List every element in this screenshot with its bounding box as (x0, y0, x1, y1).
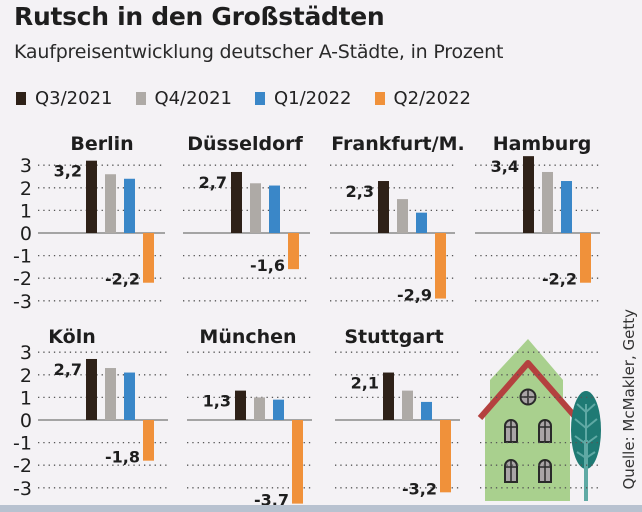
panel-köln: Köln 2,7 -1,8 (38, 326, 168, 489)
legend-label: Q3/2021 (35, 88, 113, 109)
panel-title: Köln (48, 326, 95, 348)
house-with-tree-icon (477, 339, 601, 501)
data-label: 2,7 (199, 173, 227, 192)
bottom-band (0, 505, 642, 512)
bar-q3-2021 (378, 181, 389, 233)
legend-swatch (16, 92, 26, 105)
data-label: 1,3 (203, 392, 231, 411)
bar-q4-2021 (397, 199, 408, 233)
panel-hamburg: Hamburg 3,4 -2,2 (475, 133, 600, 302)
bar-q3-2021 (383, 372, 394, 420)
y-tick-label: 2 (20, 178, 32, 200)
data-label: -2,9 (397, 286, 432, 305)
source-credit: Quelle: McMakler, Getty (620, 309, 638, 490)
legend-label: Q1/2022 (274, 88, 352, 109)
bar-q2-2022 (143, 233, 154, 283)
panel-title: Hamburg (493, 133, 592, 155)
bar-q4-2021 (250, 183, 261, 233)
panel-title: Düsseldorf (187, 133, 303, 155)
bar-q2-2022 (580, 233, 591, 283)
data-label: 2,1 (351, 374, 379, 393)
y-tick-label: 0 (20, 223, 32, 245)
bar-q2-2022 (440, 420, 451, 493)
y-tick-label: 1 (20, 387, 32, 409)
y-tick-label: -2 (13, 455, 32, 477)
legend-item-q3-2021: Q3/2021 (16, 88, 113, 109)
data-label: 2,3 (346, 182, 374, 201)
bar-q4-2021 (254, 397, 265, 420)
y-tick-label: 3 (20, 342, 32, 364)
bar-q4-2021 (402, 390, 413, 420)
bar-q4-2021 (542, 171, 553, 233)
legend-item-q2-2022: Q2/2022 (374, 88, 472, 109)
data-label: 3,4 (491, 157, 519, 176)
tree-trunk (584, 440, 588, 501)
bar-q2-2022 (288, 233, 299, 270)
legend-swatch (374, 92, 385, 105)
legend-label: Q4/2021 (154, 88, 233, 109)
bar-q2-2022 (143, 420, 154, 461)
bar-q1-2022 (416, 212, 427, 233)
y-tick-label: -3 (13, 291, 32, 313)
bar-q2-2022 (435, 233, 446, 299)
legend: Q3/2021 Q4/2021 Q1/2022 Q2/2022 (16, 88, 494, 109)
bar-q3-2021 (523, 156, 534, 233)
y-tick-label: 1 (20, 200, 32, 222)
y-tick-label: -1 (13, 246, 32, 268)
house-base (485, 410, 570, 501)
data-label: -3,7 (254, 491, 289, 510)
legend-label: Q2/2022 (393, 88, 472, 109)
bar-q3-2021 (235, 390, 246, 420)
legend-item-q1-2022: Q1/2022 (255, 88, 352, 109)
bar-q1-2022 (421, 401, 432, 420)
chart-title: Rutsch in den Großstädten (14, 2, 385, 31)
data-label: 2,7 (54, 360, 82, 379)
y-tick-label: -2 (13, 268, 32, 290)
legend-item-q4-2021: Q4/2021 (135, 88, 233, 109)
y-tick-label: 2 (20, 365, 32, 387)
panel-stuttgart: Stuttgart 2,1 -3,2 (335, 326, 460, 498)
bar-q3-2021 (231, 171, 242, 233)
bar-q3-2021 (86, 358, 97, 420)
data-label: 3,2 (54, 162, 82, 181)
y-tick-label: -3 (13, 478, 32, 500)
y-tick-label: 0 (20, 410, 32, 432)
panel-münchen: München 1,3 -3,7 (187, 326, 312, 510)
bar-q2-2022 (292, 420, 303, 504)
y-tick-label: 3 (20, 155, 32, 177)
panel-düsseldorf: Düsseldorf 2,7 -1,6 (183, 133, 310, 302)
data-label: -2,2 (542, 270, 577, 289)
bar-q1-2022 (561, 181, 572, 233)
bar-q1-2022 (269, 185, 280, 233)
data-label: -1,6 (250, 256, 285, 275)
data-label: -2,2 (105, 270, 140, 289)
panel-berlin: Berlin 3,2 -2,2 (38, 133, 165, 302)
panel-title: Berlin (70, 133, 133, 155)
bar-q1-2022 (124, 372, 135, 420)
bar-q1-2022 (273, 399, 284, 420)
bar-q3-2021 (86, 160, 97, 233)
house-roof (477, 360, 581, 422)
panel-title: Stuttgart (344, 326, 443, 348)
chart-subtitle: Kaufpreisentwicklung deutscher A-Städte,… (14, 41, 504, 63)
y-tick-label: -1 (13, 433, 32, 455)
panel-title: München (199, 326, 296, 348)
bar-q4-2021 (105, 174, 116, 233)
legend-swatch (255, 92, 265, 105)
bar-q1-2022 (124, 178, 135, 233)
panel-frankfurtm: Frankfurt/M. 2,3 -2,9 (330, 133, 465, 305)
data-label: -1,8 (105, 448, 140, 467)
data-label: -3,2 (402, 479, 437, 498)
legend-swatch (135, 92, 146, 105)
bar-q4-2021 (105, 368, 116, 420)
panel-title: Frankfurt/M. (331, 133, 464, 155)
